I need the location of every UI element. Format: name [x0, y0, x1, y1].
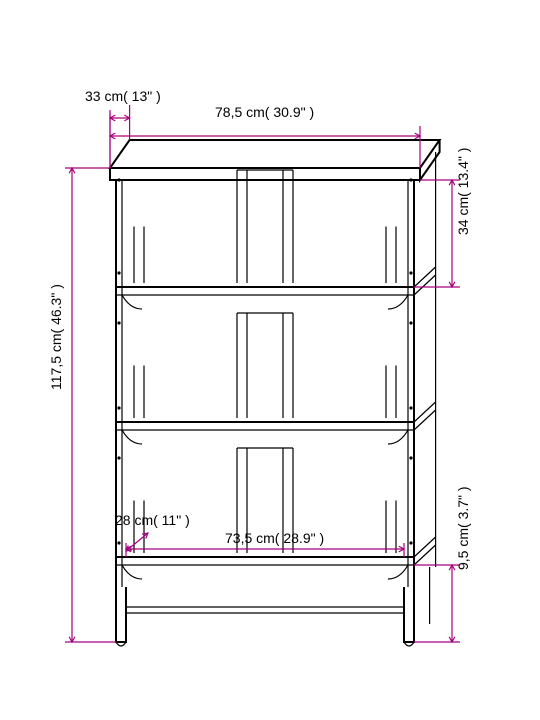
dim-width-label: 78,5 cm( 30.9" )	[215, 104, 314, 120]
dim-height-label: 117,5 cm( 46.3" )	[48, 284, 64, 390]
diagram-stage: 33 cm( 13" ) 78,5 cm( 30.9" ) 117,5 cm( …	[0, 0, 540, 720]
dim-inner-w-label: 73,5 cm( 28.9" )	[225, 530, 324, 546]
dim-leg-h-label: 9,5 cm( 3.7" )	[455, 486, 471, 570]
dim-depth-label: 33 cm( 13" )	[85, 88, 161, 104]
dim-inner-d-label: 28 cm( 11" )	[115, 512, 190, 528]
dim-shelf-h-label: 34 cm( 13.4" )	[455, 148, 471, 235]
